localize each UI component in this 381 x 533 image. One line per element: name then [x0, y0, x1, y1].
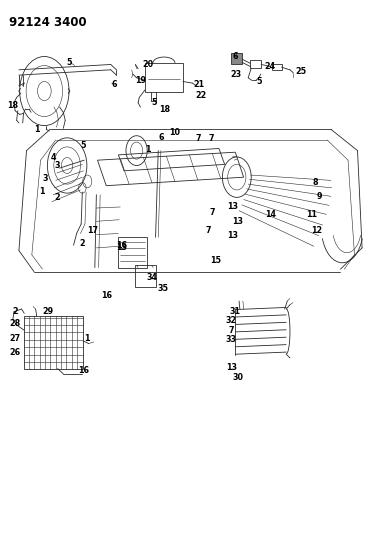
Text: 6: 6 — [158, 133, 164, 142]
Bar — [231, 53, 242, 64]
Text: 35: 35 — [158, 284, 169, 293]
Text: 2: 2 — [80, 239, 85, 248]
Text: 5: 5 — [256, 77, 262, 86]
Text: 16: 16 — [116, 241, 127, 250]
Text: 13: 13 — [226, 363, 237, 372]
Bar — [250, 60, 261, 68]
Text: 1: 1 — [39, 187, 45, 196]
Text: 21: 21 — [193, 79, 205, 88]
Text: 19: 19 — [135, 76, 146, 85]
Text: 92124 3400: 92124 3400 — [9, 15, 86, 29]
Bar — [118, 237, 147, 268]
Text: 28: 28 — [10, 319, 21, 328]
Text: 24: 24 — [265, 62, 276, 71]
Text: 7: 7 — [195, 134, 201, 143]
Text: 14: 14 — [265, 210, 276, 219]
Text: 5: 5 — [152, 98, 157, 107]
Text: 13: 13 — [227, 203, 238, 212]
Bar — [145, 63, 183, 92]
Text: 2: 2 — [54, 193, 60, 202]
Text: 16: 16 — [78, 366, 89, 375]
Text: 5: 5 — [66, 59, 72, 67]
Text: 34: 34 — [146, 273, 157, 281]
Text: 16: 16 — [101, 291, 112, 300]
Text: 20: 20 — [142, 60, 154, 69]
Text: 33: 33 — [226, 335, 237, 344]
Bar — [272, 64, 282, 70]
Text: 29: 29 — [43, 307, 54, 316]
Text: 32: 32 — [226, 316, 237, 325]
Text: 27: 27 — [10, 334, 21, 343]
Text: 7: 7 — [209, 134, 214, 143]
Text: 13: 13 — [116, 244, 127, 253]
Text: 18: 18 — [7, 101, 18, 110]
Text: 1: 1 — [85, 334, 90, 343]
Text: 1: 1 — [145, 145, 151, 154]
Text: 3: 3 — [54, 161, 60, 170]
Text: 23: 23 — [231, 70, 242, 78]
Text: 10: 10 — [169, 128, 180, 137]
Text: 6: 6 — [232, 52, 238, 61]
Text: 4: 4 — [51, 153, 57, 162]
Text: 6: 6 — [111, 79, 117, 88]
Text: 8: 8 — [312, 178, 318, 187]
Text: 25: 25 — [295, 67, 306, 76]
Text: 11: 11 — [306, 210, 317, 219]
Text: 18: 18 — [159, 104, 170, 114]
Bar — [136, 265, 156, 287]
Text: 7: 7 — [206, 226, 211, 235]
Text: 12: 12 — [311, 226, 322, 235]
Text: 31: 31 — [230, 307, 241, 316]
Text: 22: 22 — [195, 91, 207, 100]
Text: 1: 1 — [34, 125, 40, 134]
Text: 26: 26 — [10, 348, 21, 357]
Bar — [24, 317, 83, 368]
Text: 2: 2 — [12, 307, 18, 316]
Text: 7: 7 — [229, 326, 234, 335]
Text: 30: 30 — [232, 373, 243, 382]
Text: 5: 5 — [81, 141, 86, 150]
Text: 3: 3 — [43, 174, 48, 183]
Text: 7: 7 — [210, 208, 215, 217]
Text: 9: 9 — [317, 192, 322, 201]
Text: 17: 17 — [87, 226, 98, 235]
Text: 13: 13 — [227, 231, 239, 240]
Text: 13: 13 — [232, 217, 243, 226]
Text: 15: 15 — [210, 256, 221, 264]
